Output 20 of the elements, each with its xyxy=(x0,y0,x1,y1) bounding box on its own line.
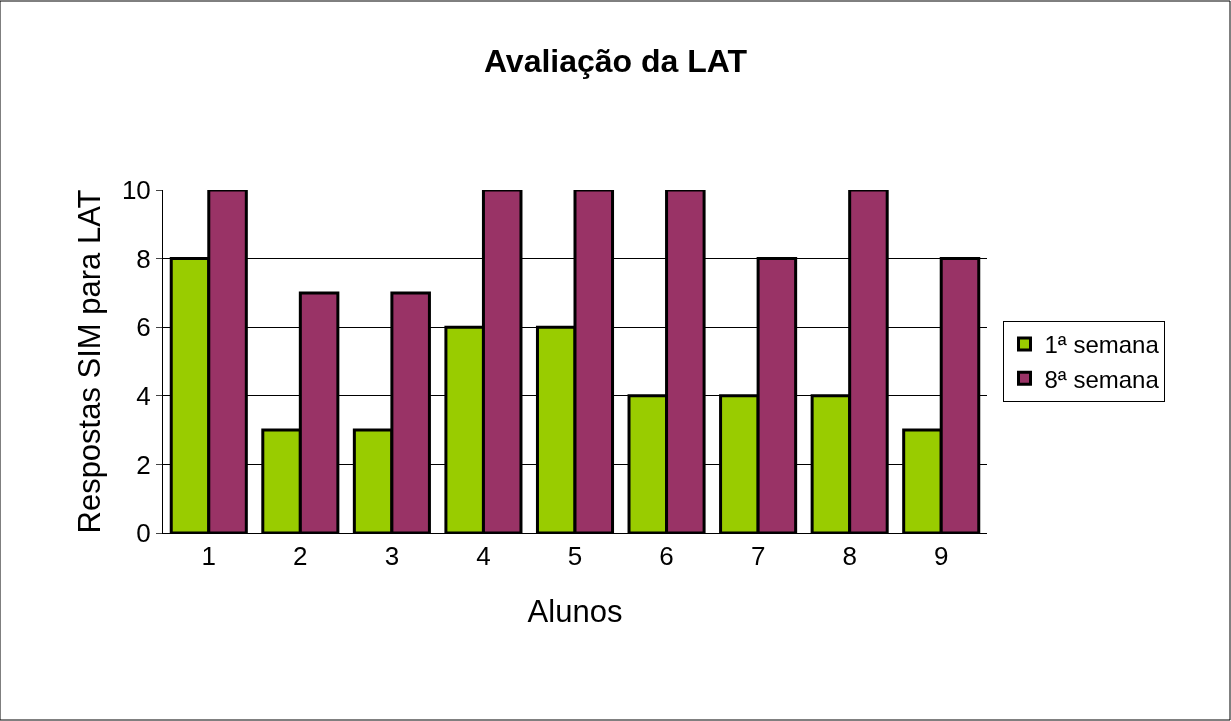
chart-title: Avaliação da LAT xyxy=(483,43,748,80)
x-tick-label: 4 xyxy=(476,541,491,572)
y-tick-label: 4 xyxy=(136,380,151,411)
x-tick-label: 8 xyxy=(842,541,857,572)
y-axis-title: Respostas SIM para LAT xyxy=(71,189,107,534)
x-tick-label: 9 xyxy=(933,541,949,572)
y-tick-label: 8 xyxy=(136,243,151,274)
y-tick-label: 6 xyxy=(136,312,151,343)
y-tick-label: 10 xyxy=(121,175,151,206)
y-tick-label: 2 xyxy=(136,449,151,480)
y-tick-label: 0 xyxy=(136,518,151,549)
x-tick-label: 7 xyxy=(750,541,766,572)
x-tick-label: 3 xyxy=(384,541,400,572)
legend-label: 1ª semana xyxy=(1044,331,1160,359)
legend-label: 8ª semana xyxy=(1044,365,1160,393)
x-tick-label: 2 xyxy=(293,541,308,572)
x-tick-label: 1 xyxy=(201,541,217,572)
x-axis-title: Alunos xyxy=(527,594,623,630)
x-tick-label: 6 xyxy=(659,541,674,572)
x-tick-label: 5 xyxy=(567,541,583,572)
